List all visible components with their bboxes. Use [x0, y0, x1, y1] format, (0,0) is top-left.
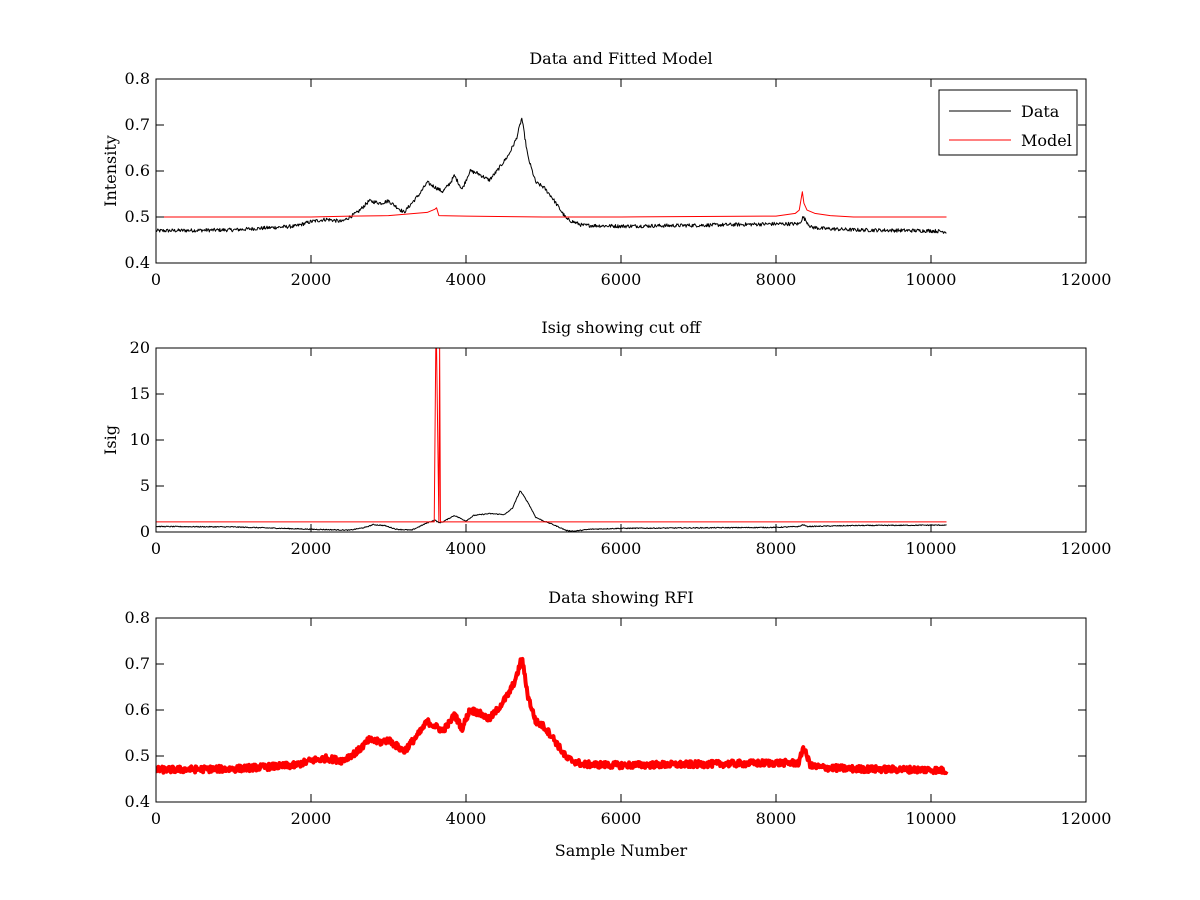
y-tick-label: 0.6 [125, 700, 150, 719]
plot-area [156, 348, 947, 532]
y-tick-label: 15 [130, 384, 150, 403]
subplot-1: 0 2000 4000 6000 8000 10000 12000 0.4 0.5 0.6 0.7 0… [101, 49, 1111, 289]
y-tick-label: 0.7 [125, 654, 150, 673]
legend-label: Model [1021, 131, 1072, 150]
y-tick-label: 0 [140, 522, 150, 541]
chart-title: Data showing RFI [548, 588, 693, 607]
subplot-2: 0 2000 4000 6000 8000 10000 12000 0 5 10 15 20 Isig … [101, 318, 1111, 558]
x-tick-label: 2000 [291, 809, 332, 828]
x-tick-label: 0 [151, 539, 161, 558]
series-line-1 [156, 117, 947, 234]
series-line-2 [156, 191, 947, 218]
x-tick-label: 10000 [906, 270, 957, 289]
y-tick-label: 0.4 [125, 253, 150, 272]
legend-label: Data [1021, 102, 1060, 121]
x-tick-label: 4000 [446, 809, 487, 828]
y-tick-label: 0.5 [125, 207, 150, 226]
x-tick-label: 10000 [906, 539, 957, 558]
x-tick-label: 0 [151, 809, 161, 828]
x-tick-label: 0 [151, 270, 161, 289]
x-tick-label: 12000 [1061, 809, 1112, 828]
legend-box [938, 89, 1078, 156]
x-tick-label: 2000 [291, 270, 332, 289]
series-line-1 [156, 656, 949, 776]
x-tick-label: 6000 [601, 539, 642, 558]
x-tick-label: 4000 [446, 539, 487, 558]
y-tick-label: 0.7 [125, 115, 150, 134]
y-tick-label: 0.6 [125, 161, 150, 180]
x-tick-label: 8000 [756, 270, 797, 289]
y-axis-label: Isig [101, 425, 120, 455]
y-tick-label: 10 [130, 430, 150, 449]
x-tick-label: 4000 [446, 270, 487, 289]
x-tick-label: 6000 [601, 270, 642, 289]
y-tick-label: 0.5 [125, 746, 150, 765]
subplot-3: 0 2000 4000 6000 8000 10000 12000 0.4 0.5 0.6 0.7 0… [125, 588, 1112, 860]
y-tick-label: 0.8 [125, 608, 150, 627]
x-tick-label: 8000 [756, 809, 797, 828]
x-tick-label: 2000 [291, 539, 332, 558]
y-tick-label: 5 [140, 476, 150, 495]
legend: Data Model [938, 89, 1078, 156]
x-tick-label: 8000 [756, 539, 797, 558]
chart-title: Data and Fitted Model [529, 49, 712, 68]
y-tick-label: 20 [130, 338, 150, 357]
x-tick-label: 6000 [601, 809, 642, 828]
series-line-1 [156, 490, 947, 532]
x-tick-label: 10000 [906, 809, 957, 828]
plot-area [156, 656, 949, 776]
x-tick-label: 12000 [1061, 539, 1112, 558]
series-line-2 [156, 348, 947, 523]
plot-area [156, 117, 947, 234]
chart-title: Isig showing cut off [541, 318, 702, 337]
x-axis-label: Sample Number [555, 841, 688, 860]
y-tick-label: 0.8 [125, 69, 150, 88]
y-tick-label: 0.4 [125, 792, 150, 811]
y-axis-label: Intensity [101, 135, 120, 207]
x-tick-label: 12000 [1061, 270, 1112, 289]
